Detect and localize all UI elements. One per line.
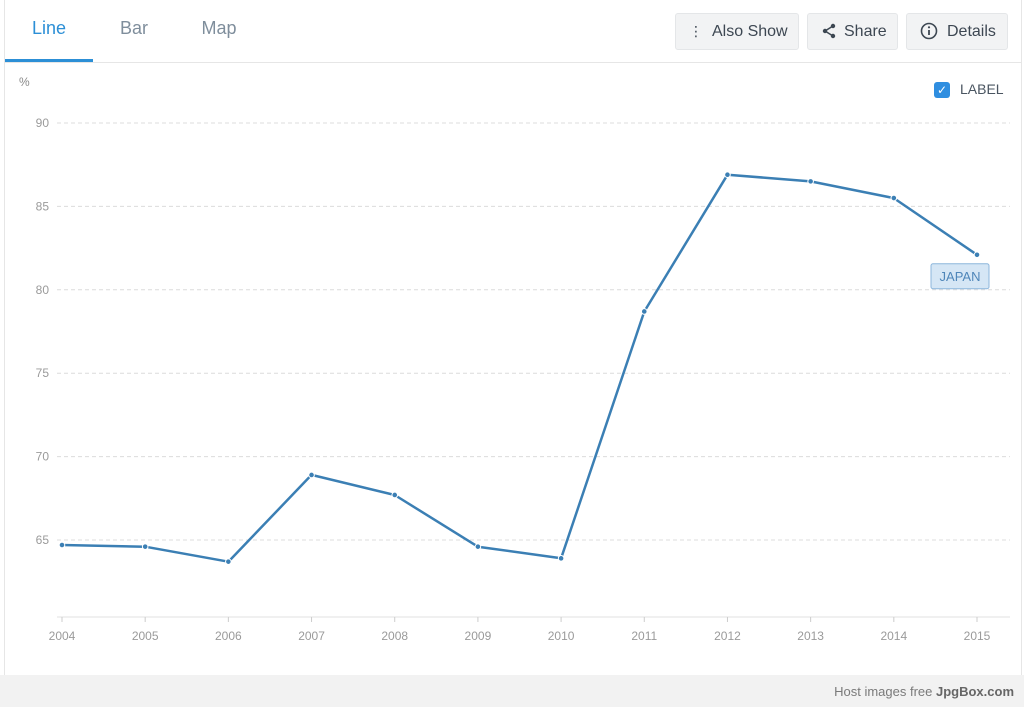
details-label: Details <box>947 23 996 40</box>
x-tick-label: 2009 <box>465 629 492 643</box>
footer-prefix: Host images free <box>834 684 936 699</box>
data-point <box>391 491 399 499</box>
x-tick-label: 2005 <box>132 629 159 643</box>
y-tick-label: 85 <box>36 199 50 213</box>
series-label-text: JAPAN <box>940 269 981 284</box>
y-tick-label: 90 <box>36 116 50 130</box>
view-tabs: Line Bar Map ⋮ Also Show Share <box>5 0 1021 63</box>
data-point <box>474 543 482 550</box>
footer-credit: Host images free JpgBox.com <box>834 684 1014 699</box>
x-tick-label: 2013 <box>797 629 824 643</box>
checkbox-checked-icon[interactable]: ✓ <box>934 82 950 98</box>
data-point <box>225 558 232 565</box>
data-point <box>973 251 981 259</box>
footer: Host images free JpgBox.com <box>0 675 1024 707</box>
data-point <box>640 308 648 315</box>
series-label: JAPAN <box>930 263 990 290</box>
x-tick-label: 2008 <box>381 629 408 643</box>
tab-bar[interactable]: Bar <box>119 18 148 38</box>
x-tick-label: 2012 <box>714 629 741 643</box>
share-button[interactable]: Share <box>807 13 898 50</box>
x-tick-label: 2004 <box>49 629 76 643</box>
y-tick-label: 80 <box>36 283 50 297</box>
x-tick-label: 2006 <box>215 629 242 643</box>
y-tick-label: 75 <box>36 366 50 380</box>
tab-line[interactable]: Line <box>5 0 93 62</box>
data-point <box>58 541 66 549</box>
data-point <box>724 171 731 179</box>
share-label: Share <box>844 23 887 40</box>
details-button[interactable]: Details <box>906 13 1008 50</box>
line-chart: % 65 70 75 80 85 90 2004 2005 2006 2007 2008 2009 201… <box>19 75 1010 643</box>
chart-panel: Line Bar Map ⋮ Also Show Share <box>4 0 1022 675</box>
also-show-label: Also Show <box>712 23 788 40</box>
also-show-button[interactable]: ⋮ Also Show <box>675 13 799 50</box>
data-point <box>308 471 315 479</box>
x-tick-label: 2007 <box>298 629 325 643</box>
more-vertical-icon: ⋮ <box>689 23 703 39</box>
label-toggle-text: LABEL <box>960 81 1004 97</box>
x-tick-label: 2014 <box>880 629 907 643</box>
info-icon <box>920 14 938 49</box>
y-tick-label: 70 <box>36 450 50 464</box>
y-axis-unit: % <box>19 75 30 89</box>
data-point <box>141 543 149 550</box>
tab-map[interactable]: Map <box>201 18 237 38</box>
y-tick-label: 65 <box>36 533 50 547</box>
data-point <box>890 194 898 202</box>
series-label-box <box>930 263 990 290</box>
x-tick-label: 2011 <box>631 629 657 643</box>
footer-brand: JpgBox.com <box>935 684 1014 699</box>
series-line <box>61 173 978 563</box>
x-tick-label: 2010 <box>548 629 575 643</box>
data-point <box>807 178 814 185</box>
data-point <box>557 555 565 562</box>
share-icon <box>821 14 837 49</box>
x-tick-label: 2015 <box>964 629 991 643</box>
